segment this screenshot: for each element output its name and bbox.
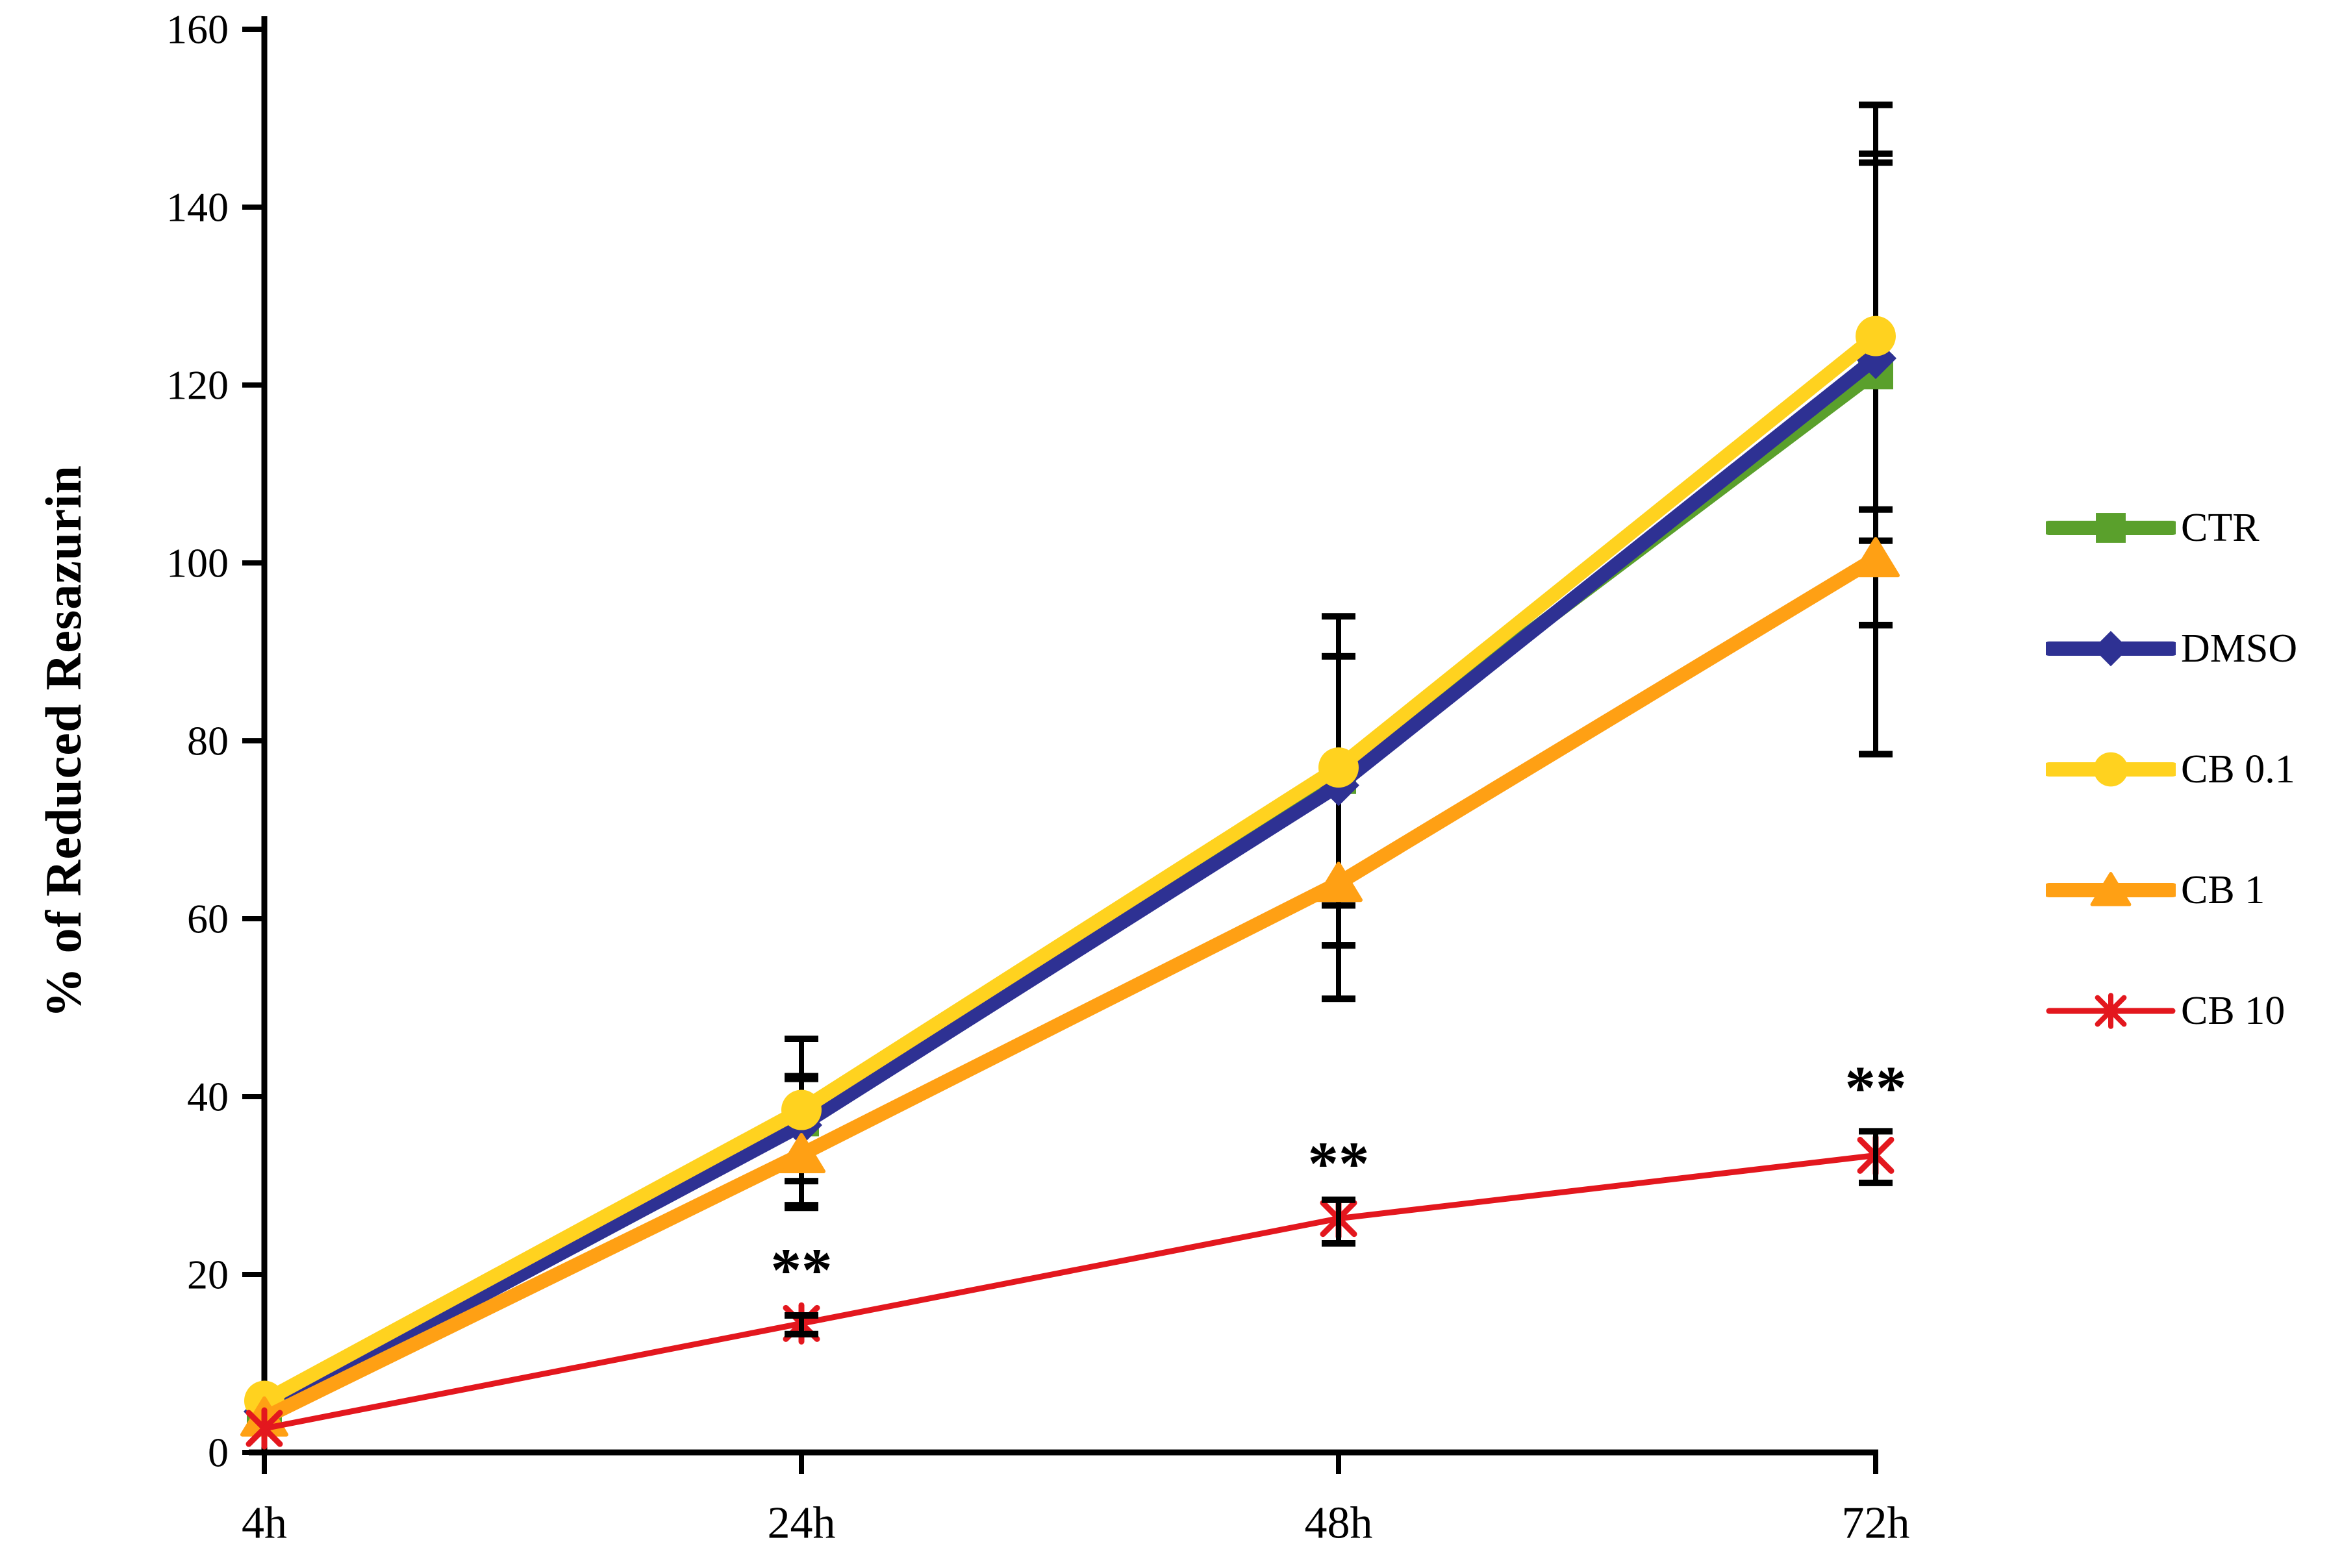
legend-label: CB 1 (2181, 867, 2265, 912)
circle-icon (2042, 752, 2180, 787)
x-tick-label: 24h (768, 1499, 836, 1549)
legend-marker-ctr (2042, 502, 2180, 554)
y-tick-label: 0 (208, 1430, 229, 1476)
legend-marker-dmso (2042, 623, 2180, 675)
y-tick-label: 160 (166, 6, 229, 53)
y-axis-title: % of Reduced Resazurin (35, 465, 92, 1018)
significance-stars: ** (1308, 1129, 1370, 1198)
legend-label: CTR (2181, 505, 2260, 550)
legend-item: CB 0.1 (2042, 709, 2297, 830)
axes: 0 20 40 60 80 100 120 140 160 4h 24h 48h 72h (166, 6, 1910, 1549)
significance-stars: ** (1845, 1053, 1907, 1122)
annotations: ** ** ** (771, 1053, 1907, 1304)
significance-stars: ** (771, 1236, 833, 1304)
series-line (257, 351, 1883, 1419)
legend-item: CTR (2042, 467, 2297, 588)
y-tick-label: 20 (187, 1252, 229, 1298)
series-line (261, 1152, 1879, 1432)
asterisk-icon (2046, 993, 2176, 1029)
y-tick-label: 140 (166, 184, 229, 230)
square-icon (2042, 513, 2180, 543)
y-tick-label: 120 (166, 362, 229, 408)
legend-label: DMSO (2181, 626, 2298, 671)
legend-item: CB 10 (2046, 951, 2297, 1071)
legend-marker-cb01 (2042, 743, 2180, 795)
legend: CTR DMSO CB 0.1 CB 1 CB 10 (2042, 467, 2298, 1071)
legend-marker-cb10 (2046, 985, 2176, 1037)
x-tick-label: 4h (242, 1499, 287, 1549)
series-line (257, 329, 1883, 1408)
x-tick-label: 48h (1305, 1499, 1373, 1549)
error-bars-cb10 (785, 1128, 1893, 1338)
legend-item: DMSO (2042, 588, 2298, 709)
series-cb-0.1 (244, 316, 1896, 1421)
legend-label: CB 0.1 (2181, 747, 2295, 791)
series-line (257, 551, 1883, 1425)
legend-marker-cb1 (2042, 864, 2180, 916)
x-tick-label: 72h (1842, 1499, 1910, 1549)
legend-item: CB 1 (2042, 830, 2297, 951)
diamond-icon (2042, 630, 2180, 667)
triangle-icon (2042, 872, 2180, 906)
legend-label: CB 10 (2181, 988, 2285, 1033)
y-tick-label: 40 (187, 1074, 229, 1120)
y-tick-label: 60 (187, 896, 229, 942)
y-tick-label: 80 (187, 718, 229, 764)
y-tick-label: 100 (166, 540, 229, 586)
series-cb-1 (240, 537, 1900, 1437)
